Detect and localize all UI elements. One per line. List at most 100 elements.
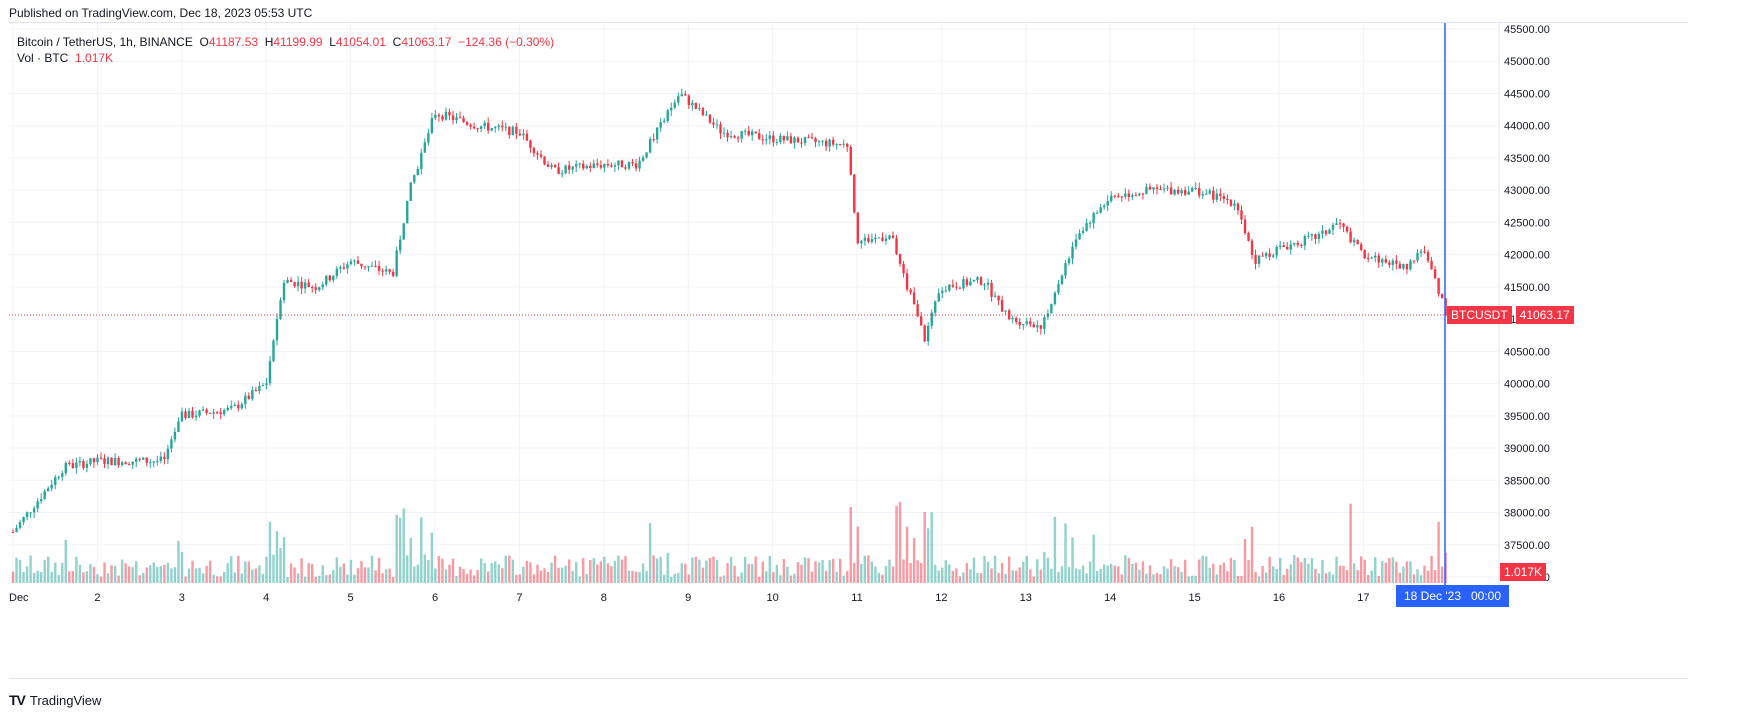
volume-bar [705, 560, 708, 583]
volume-bar [1095, 570, 1099, 583]
candle-body [159, 456, 163, 461]
volume-bar [1416, 569, 1419, 583]
volume-bar [1391, 557, 1395, 583]
volume-bar [469, 569, 472, 583]
legend-volume-label[interactable]: Vol · BTC [17, 51, 69, 65]
volume-bar [659, 556, 662, 583]
candle-body [525, 133, 529, 141]
candle-body [719, 124, 722, 134]
candle-body [223, 410, 226, 415]
candle-body [1363, 249, 1366, 259]
footer-brand[interactable]: TradingView [29, 692, 102, 708]
candle-body [659, 122, 662, 128]
candle-body [469, 124, 472, 127]
volume-bar [135, 561, 138, 583]
volume-bar [539, 570, 543, 583]
candle-body [342, 267, 346, 269]
volume-bar [1388, 558, 1391, 583]
volume-bar [1233, 559, 1236, 583]
last-price-symbol: BTCUSDT [1447, 306, 1512, 325]
legend-close-value: 41063.17 [401, 35, 452, 49]
candle-body [705, 114, 708, 116]
volume-bar [258, 565, 261, 583]
volume-bar [251, 569, 254, 583]
volume-bar [339, 566, 342, 583]
candle-body [1198, 188, 1201, 196]
volume-bar [247, 561, 251, 583]
volume-bar [1053, 516, 1057, 583]
volume-bar [75, 556, 78, 583]
candle-body [779, 135, 782, 143]
candle-body [1402, 263, 1405, 269]
volume-bar [684, 563, 687, 583]
candle-body [905, 273, 909, 290]
candle-body [1074, 239, 1078, 247]
legend-symbol[interactable]: Bitcoin / TetherUS, 1h, BINANCE [17, 35, 193, 49]
candle-body [846, 143, 849, 147]
volume-bar [1127, 557, 1131, 583]
x-tick-label: 14 [1104, 592, 1116, 604]
candle-body [1367, 258, 1370, 260]
candle-body [1331, 224, 1335, 230]
volume-bar [1000, 562, 1004, 583]
candle-body [1229, 199, 1233, 206]
candle-body [444, 111, 448, 120]
candle-body [152, 461, 155, 463]
candle-body [634, 163, 638, 169]
candle-body [47, 488, 50, 492]
volume-bar [522, 566, 525, 583]
candle-body [1307, 235, 1310, 237]
candle-body [1300, 244, 1303, 246]
candle-body [902, 263, 905, 274]
volume-bar [1092, 534, 1095, 583]
candle-body [156, 460, 159, 462]
volume-bar [1377, 575, 1380, 583]
candle-body [895, 238, 898, 255]
volume-bar [240, 573, 243, 583]
candle-body [898, 254, 902, 264]
y-tick-label: 39500.00 [1504, 411, 1550, 423]
candle-body [1043, 317, 1046, 329]
candle-body [251, 389, 254, 399]
volume-bar [1124, 555, 1127, 583]
tradingview-logo-icon[interactable]: TV [9, 692, 26, 708]
volume-bar [1201, 555, 1204, 583]
candle-body [733, 136, 736, 138]
candle-body [208, 412, 212, 414]
volume-bar [483, 563, 486, 583]
chart-frame[interactable] [9, 22, 1688, 679]
volume-bar [1289, 564, 1292, 583]
volume-bar [423, 554, 427, 583]
candle-body [986, 282, 990, 285]
volume-bar [335, 557, 339, 583]
candle-body [490, 128, 493, 131]
candle-body [691, 102, 694, 106]
candle-body [772, 135, 775, 143]
candle-body [1419, 251, 1423, 253]
candle-body [318, 287, 321, 290]
candle-body [1426, 252, 1430, 261]
volume-bar [546, 571, 550, 583]
candle-body [381, 270, 384, 272]
volume-bar [529, 562, 532, 583]
volume-bar [388, 568, 391, 583]
candle-body [835, 144, 838, 146]
candle-body [849, 146, 852, 175]
candle-body [1131, 195, 1134, 197]
candle-body [124, 462, 127, 465]
volume-bar [955, 568, 958, 583]
candle-body [1381, 259, 1384, 263]
volume-bar [877, 572, 881, 583]
volume-bar [589, 560, 592, 583]
candle-body [1250, 240, 1254, 255]
volume-bar [1286, 568, 1289, 583]
volume-bar [311, 563, 314, 583]
volume-bar [663, 574, 666, 583]
candle-body [751, 131, 754, 136]
volume-bar [634, 571, 638, 583]
candle-body [1004, 310, 1007, 312]
volume-bar [701, 567, 705, 583]
candle-body [912, 292, 916, 305]
volume-bar [1099, 568, 1102, 583]
